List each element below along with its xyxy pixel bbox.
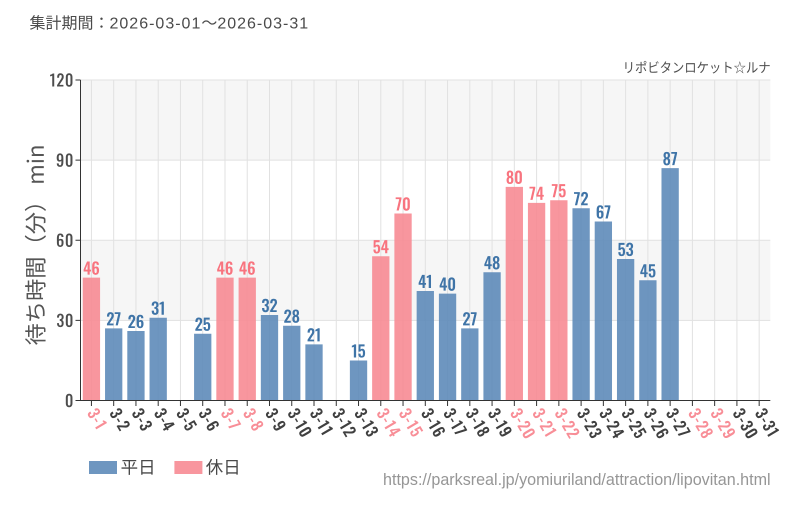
svg-text:https://parksreal.jp/yomiurila: https://parksreal.jp/yomiuriland/attract… [383, 470, 771, 489]
svg-text:2026-03-31: 2026-03-31 [217, 16, 309, 33]
svg-text:2026-03-01: 2026-03-01 [110, 16, 202, 33]
